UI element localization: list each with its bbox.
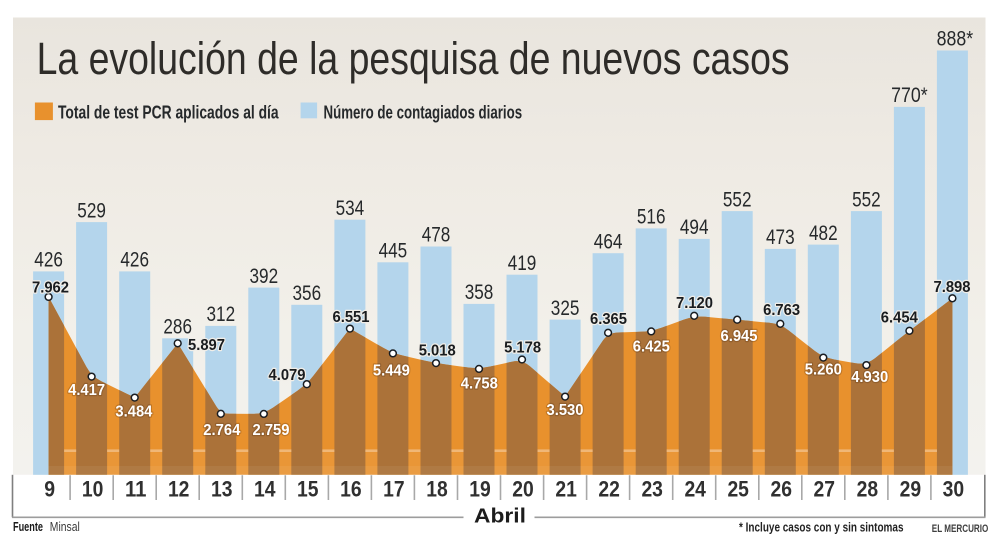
svg-text:Minsal: Minsal bbox=[50, 519, 80, 534]
svg-text:16: 16 bbox=[340, 476, 362, 501]
svg-text:19: 19 bbox=[469, 476, 491, 501]
svg-text:4.758: 4.758 bbox=[461, 376, 498, 393]
svg-text:5.018: 5.018 bbox=[419, 342, 456, 359]
svg-text:312: 312 bbox=[207, 302, 236, 326]
svg-text:6.763: 6.763 bbox=[763, 302, 800, 319]
svg-text:29: 29 bbox=[900, 476, 922, 501]
svg-text:Total de test PCR aplicados al: Total de test PCR aplicados al día bbox=[58, 101, 279, 122]
svg-text:478: 478 bbox=[422, 223, 451, 247]
svg-text:Abril: Abril bbox=[474, 506, 526, 528]
svg-text:7.120: 7.120 bbox=[676, 295, 713, 312]
svg-text:4.417: 4.417 bbox=[68, 382, 105, 399]
svg-text:27: 27 bbox=[814, 476, 836, 501]
svg-text:494: 494 bbox=[680, 215, 709, 239]
svg-text:426: 426 bbox=[34, 248, 63, 272]
svg-text:La evolución de la pesquisa de: La evolución de la pesquisa de nuevos ca… bbox=[37, 33, 790, 84]
svg-text:6.365: 6.365 bbox=[590, 311, 627, 328]
svg-text:* Incluye casos con y sin sint: * Incluye casos con y sin sintomas bbox=[739, 520, 904, 535]
svg-text:473: 473 bbox=[766, 225, 795, 249]
svg-text:14: 14 bbox=[254, 476, 276, 501]
svg-text:5.178: 5.178 bbox=[504, 340, 541, 357]
svg-text:7.962: 7.962 bbox=[32, 280, 69, 297]
svg-text:3.530: 3.530 bbox=[547, 402, 584, 419]
svg-text:552: 552 bbox=[723, 187, 752, 211]
svg-text:Número de contagiados diarios: Número de contagiados diarios bbox=[324, 101, 523, 122]
svg-text:5.449: 5.449 bbox=[373, 363, 410, 380]
svg-text:4.079: 4.079 bbox=[269, 367, 306, 384]
svg-text:888*: 888* bbox=[937, 27, 974, 51]
svg-text:5.897: 5.897 bbox=[188, 337, 225, 354]
svg-text:12: 12 bbox=[168, 476, 190, 501]
svg-text:5.260: 5.260 bbox=[805, 361, 842, 378]
svg-text:6.945: 6.945 bbox=[721, 328, 758, 345]
svg-text:529: 529 bbox=[77, 198, 106, 222]
svg-text:445: 445 bbox=[379, 239, 408, 263]
svg-text:4.930: 4.930 bbox=[851, 369, 888, 386]
svg-text:3.484: 3.484 bbox=[115, 403, 152, 420]
svg-text:2.764: 2.764 bbox=[203, 422, 240, 439]
svg-text:325: 325 bbox=[551, 296, 580, 320]
svg-text:21: 21 bbox=[555, 476, 577, 501]
svg-text:15: 15 bbox=[297, 476, 319, 501]
svg-text:392: 392 bbox=[250, 264, 279, 288]
svg-text:26: 26 bbox=[771, 476, 793, 501]
svg-text:22: 22 bbox=[598, 476, 620, 501]
svg-text:516: 516 bbox=[637, 205, 666, 229]
svg-text:770*: 770* bbox=[891, 83, 928, 107]
svg-text:426: 426 bbox=[120, 248, 149, 272]
svg-text:11: 11 bbox=[125, 476, 147, 501]
svg-text:358: 358 bbox=[465, 280, 494, 304]
svg-text:552: 552 bbox=[852, 187, 881, 211]
svg-text:6.425: 6.425 bbox=[633, 338, 670, 355]
svg-text:EL MERCURIO: EL MERCURIO bbox=[932, 523, 989, 535]
svg-text:10: 10 bbox=[82, 476, 104, 501]
svg-text:419: 419 bbox=[508, 251, 537, 275]
svg-text:24: 24 bbox=[684, 476, 706, 501]
svg-text:20: 20 bbox=[512, 476, 534, 501]
svg-text:2.759: 2.759 bbox=[253, 422, 290, 439]
svg-text:13: 13 bbox=[211, 476, 233, 501]
svg-text:Fuente: Fuente bbox=[13, 519, 43, 534]
svg-text:6.551: 6.551 bbox=[333, 309, 370, 326]
svg-text:286: 286 bbox=[163, 315, 192, 339]
svg-text:30: 30 bbox=[943, 476, 965, 501]
svg-text:28: 28 bbox=[857, 476, 879, 501]
svg-text:534: 534 bbox=[336, 196, 365, 220]
svg-text:6.454: 6.454 bbox=[881, 310, 918, 327]
svg-text:25: 25 bbox=[727, 476, 749, 501]
svg-text:18: 18 bbox=[426, 476, 448, 501]
svg-text:23: 23 bbox=[641, 476, 663, 501]
svg-text:356: 356 bbox=[293, 281, 322, 305]
svg-text:464: 464 bbox=[594, 229, 623, 253]
svg-text:17: 17 bbox=[383, 476, 405, 501]
svg-text:7.898: 7.898 bbox=[934, 279, 971, 296]
svg-text:9: 9 bbox=[44, 476, 55, 501]
svg-text:482: 482 bbox=[809, 221, 838, 245]
